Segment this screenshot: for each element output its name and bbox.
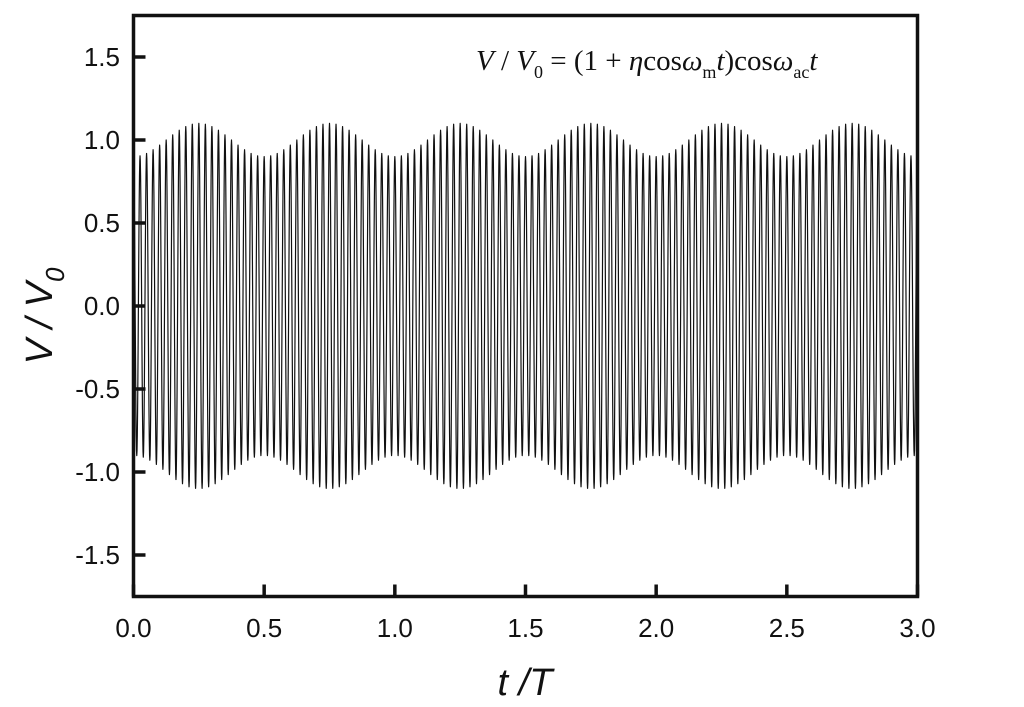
- formula-close: ): [725, 45, 735, 77]
- x-axis-tick-labels: 0.0 0.5 1.0 1.5 2.0 2.5 3.0: [115, 613, 935, 643]
- y-tick-label: 0.5: [84, 208, 120, 238]
- y-axis-tick-labels: 1.5 1.0 0.5 0.0 -0.5 -1.0 -1.5: [75, 42, 120, 570]
- plot-area: [131, 13, 920, 599]
- y-tick-label: 1.5: [84, 42, 120, 72]
- x-tick-label: 0.0: [115, 613, 151, 643]
- formula-omega-ac-sub: ac: [793, 62, 809, 82]
- y-axis-title-main: V / V: [19, 278, 61, 364]
- plot-frame: [131, 13, 920, 599]
- y-tick-label: -1.5: [75, 540, 120, 570]
- series-line-signal: [132, 122, 919, 489]
- x-tick-label: 3.0: [899, 613, 935, 643]
- y-tick-label: -1.0: [75, 457, 120, 487]
- formula-omega-m-sub: m: [702, 62, 716, 82]
- formula-annotation: V / V0 = (1 + ηcosωmt)cosωact: [476, 45, 818, 82]
- y-axis-title: V / V0: [19, 267, 70, 364]
- y-axis-title-sub: 0: [40, 267, 70, 282]
- x-tick-label: 1.5: [507, 613, 543, 643]
- formula-den: V: [516, 45, 537, 77]
- formula-omega-m: ω: [682, 45, 702, 77]
- formula-t2: t: [809, 45, 818, 77]
- formula-cos1: cos: [643, 45, 682, 77]
- y-tick-label: -0.5: [75, 374, 120, 404]
- formula-omega-ac: ω: [773, 45, 793, 77]
- x-tick-label: 2.0: [638, 613, 674, 643]
- x-tick-label: 2.5: [769, 613, 805, 643]
- x-axis-title: t /T: [498, 662, 556, 704]
- formula-equals: = (1 +: [543, 45, 629, 77]
- y-tick-label: 0.0: [84, 291, 120, 321]
- formula-eta: η: [629, 45, 643, 77]
- x-axis-ticks: [131, 584, 920, 597]
- formula-den-sub: 0: [534, 62, 543, 82]
- y-tick-label: 1.0: [84, 125, 120, 155]
- formula-t1: t: [716, 45, 725, 77]
- svg-text:V / V0: V / V0: [19, 267, 70, 364]
- x-tick-label: 0.5: [246, 613, 282, 643]
- x-tick-label: 1.0: [377, 613, 413, 643]
- formula-slash: /: [494, 45, 517, 77]
- formula-lhs: V: [476, 45, 497, 77]
- formula-cos2: cos: [734, 45, 773, 77]
- y-axis-ticks: [133, 55, 146, 557]
